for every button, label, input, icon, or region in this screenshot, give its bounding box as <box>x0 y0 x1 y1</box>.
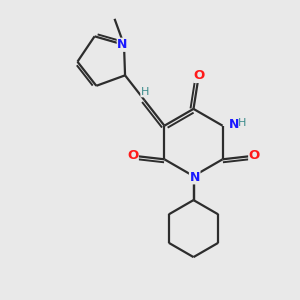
Text: N: N <box>117 38 128 51</box>
Text: N: N <box>190 171 200 184</box>
Text: H: H <box>238 118 246 128</box>
Text: O: O <box>194 69 205 82</box>
Text: N: N <box>229 118 239 131</box>
Text: H: H <box>141 87 149 97</box>
Text: O: O <box>249 149 260 162</box>
Text: O: O <box>127 149 138 162</box>
